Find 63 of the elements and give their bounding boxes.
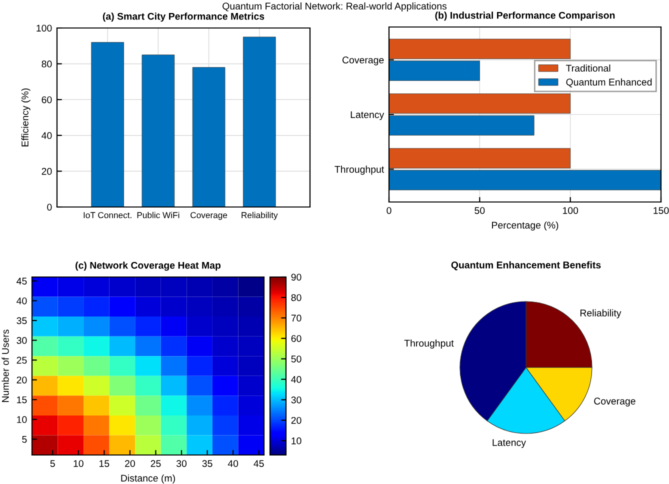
y-tick-label: 5 — [22, 436, 27, 443]
y-tick-label: 35 — [16, 317, 27, 324]
y-axis-title: Efficiency (%) — [21, 88, 30, 146]
x-tick-label: 40 — [228, 460, 238, 467]
x-tick-label: 15 — [100, 460, 110, 467]
slice-label: Throughput — [404, 340, 454, 349]
chart-title: Quantum Enhancement Benefits — [451, 261, 601, 270]
bar — [243, 36, 276, 207]
y-tick-label: 100 — [36, 24, 52, 32]
y-tick-label: 20 — [16, 376, 27, 384]
y-tick-label: 10 — [17, 416, 27, 424]
x-axis-title: Distance (m) — [121, 474, 175, 484]
x-tick-label: 0 — [386, 207, 392, 214]
y-tick-label: Throughput — [334, 166, 384, 175]
y-tick-label: 60 — [42, 96, 52, 104]
x-tick-label: 35 — [202, 460, 212, 467]
color-bar-label: 30 — [291, 396, 302, 404]
y-tick-label: 40 — [16, 297, 27, 304]
x-tick-label: Public WiFi — [137, 212, 180, 218]
y-tick-label: Latency — [350, 111, 384, 120]
color-bar-label: 50 — [291, 356, 302, 362]
slice-label: Latency — [492, 439, 526, 448]
text: Quantum Factorial Network: Real-world Applications — [222, 2, 447, 12]
y-tick-label: Coverage — [342, 56, 384, 66]
y-tick-label: 30 — [16, 337, 27, 344]
slice-label: Reliability — [580, 309, 622, 318]
bar — [389, 115, 534, 136]
x-tick-label: 30 — [176, 460, 187, 467]
x-axis-title: Percentage (%) — [492, 221, 558, 231]
y-axis-title: Number of Users — [2, 330, 9, 402]
chart-title: (a) Smart City Performance Metrics — [102, 12, 264, 22]
chart-title: (b) Industrial Performance Comparison — [435, 12, 615, 21]
x-tick-label: 100 — [562, 207, 578, 214]
x-tick-label: 25 — [150, 460, 161, 467]
y-tick-label: 45 — [16, 278, 27, 285]
y-tick-label: 25 — [16, 356, 27, 364]
bar — [192, 67, 226, 207]
color-bar-label: 40 — [291, 376, 302, 383]
y-tick-label: 15 — [17, 396, 27, 404]
legend-label: Traditional — [566, 64, 610, 72]
y-tick-label: 20 — [42, 168, 52, 175]
bar — [389, 94, 571, 114]
color-bar-label: 10 — [292, 437, 302, 444]
y-tick-label: 40 — [42, 132, 52, 140]
bar — [91, 42, 124, 207]
color-bar-label: 80 — [291, 294, 302, 302]
x-tick-label: Reliability — [242, 212, 278, 220]
x-tick-label: 20 — [125, 460, 135, 467]
legend-label: Quantum Enhanced — [566, 78, 652, 88]
x-tick-label: IoT Connect. — [84, 212, 132, 218]
x-tick-label: Coverage — [190, 212, 228, 220]
y-tick-label: 80 — [42, 60, 52, 68]
bar — [142, 54, 175, 207]
chart-title: (c) Network Coverage Heat Map — [76, 262, 221, 271]
color-bar-label: 90 — [291, 274, 302, 281]
color-bar-label: 70 — [291, 314, 302, 322]
x-tick-label: 10 — [74, 460, 84, 467]
slice-label: Coverage — [594, 398, 636, 406]
x-tick-label: 150 — [654, 207, 669, 214]
x-tick-label: 45 — [254, 460, 264, 467]
x-tick-label: 50 — [474, 207, 485, 214]
color-bar-label: 20 — [291, 416, 302, 424]
color-bar-label: 60 — [291, 335, 302, 342]
